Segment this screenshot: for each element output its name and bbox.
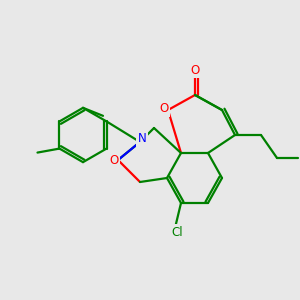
Text: O: O bbox=[159, 103, 169, 116]
Text: Cl: Cl bbox=[171, 226, 183, 238]
Text: O: O bbox=[110, 154, 118, 166]
Text: O: O bbox=[190, 64, 200, 76]
Text: N: N bbox=[138, 133, 146, 146]
